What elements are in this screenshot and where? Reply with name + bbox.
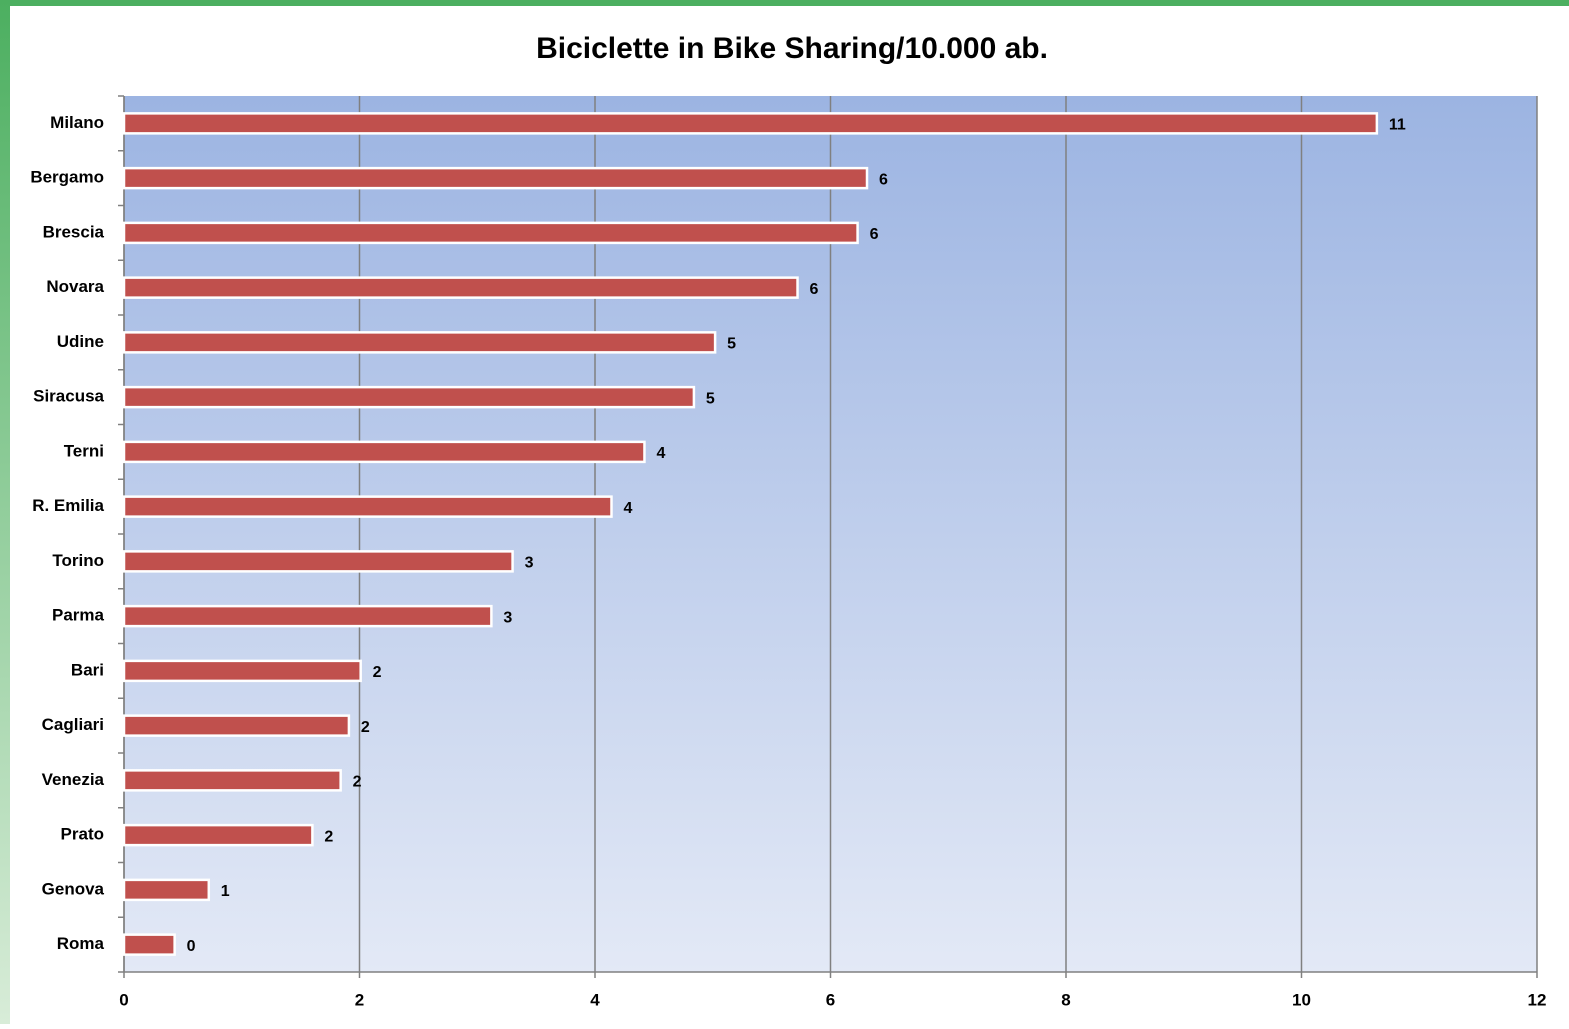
x-tick-label: 6	[826, 990, 835, 1009]
data-label: 3	[503, 609, 512, 626]
bar	[122, 604, 493, 628]
data-label: 6	[870, 226, 879, 243]
data-label: 1	[221, 883, 230, 900]
y-tick-label: Novara	[46, 277, 104, 296]
y-tick-label: Bergamo	[30, 168, 104, 187]
data-label: 2	[324, 828, 333, 845]
data-label: 5	[706, 390, 715, 407]
frame-left	[0, 0, 10, 1024]
data-label: 2	[353, 774, 362, 791]
data-label: 6	[810, 281, 819, 298]
bar	[122, 495, 613, 518]
x-tick-label: 2	[355, 990, 364, 1009]
bar	[122, 878, 211, 902]
bar	[122, 769, 342, 792]
y-tick-label: Torino	[52, 551, 104, 570]
y-tick-label: R. Emilia	[32, 496, 104, 515]
y-tick-label: Roma	[57, 934, 105, 953]
data-label: 4	[656, 445, 665, 462]
data-label: 2	[373, 664, 382, 681]
bar	[122, 276, 799, 299]
bar	[122, 221, 859, 245]
bar	[122, 823, 314, 847]
y-tick-label: Milano	[50, 113, 104, 132]
bar	[122, 714, 351, 737]
data-label: 11	[1389, 117, 1406, 134]
y-tick-label: Prato	[61, 825, 104, 844]
data-label: 2	[361, 719, 370, 736]
x-tick-label: 4	[590, 990, 600, 1009]
y-tick-label: Brescia	[43, 222, 105, 241]
x-tick-label: 8	[1061, 990, 1070, 1009]
y-tick-label: Udine	[57, 332, 104, 351]
bar	[122, 550, 514, 573]
chart-title: Biciclette in Bike Sharing/10.000 ab.	[536, 32, 1048, 65]
bar	[122, 659, 362, 683]
y-tick-label: Cagliari	[42, 715, 104, 734]
bar	[122, 385, 696, 409]
x-tick-label: 0	[119, 990, 128, 1009]
y-tick-label: Venezia	[42, 770, 105, 789]
data-label: 4	[623, 500, 632, 517]
x-tick-label: 12	[1528, 990, 1547, 1009]
data-label: 0	[187, 938, 196, 955]
y-tick-label: Genova	[42, 879, 105, 898]
y-tick-label: Siracusa	[33, 387, 104, 406]
y-tick-label: Parma	[52, 606, 105, 625]
y-tick-label: Terni	[64, 441, 104, 460]
data-label: 5	[727, 336, 736, 353]
bar	[122, 440, 646, 464]
x-tick-label: 10	[1292, 990, 1311, 1009]
bar	[122, 166, 869, 190]
bar	[122, 933, 176, 956]
data-label: 3	[525, 555, 534, 572]
data-label: 6	[879, 171, 888, 188]
y-tick-label: Bari	[71, 660, 104, 679]
bar	[122, 331, 717, 354]
frame-top	[0, 0, 1569, 6]
bar	[122, 112, 1379, 135]
